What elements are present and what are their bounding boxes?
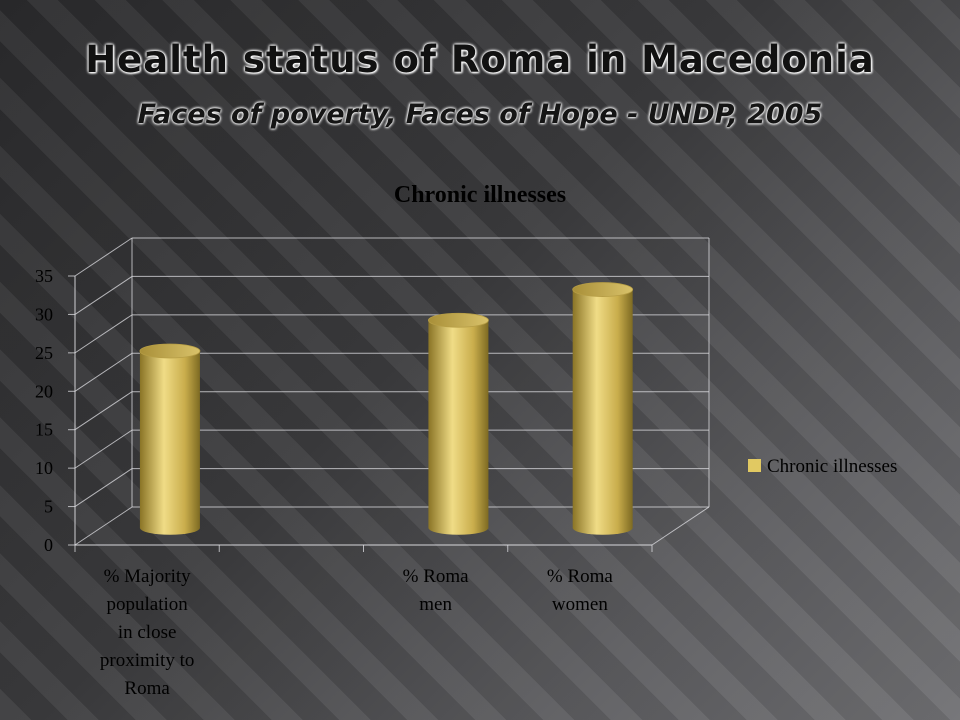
bar-body <box>572 289 633 535</box>
y-tick-label: 15 <box>35 420 53 440</box>
legend-swatch <box>748 459 761 472</box>
y-tick-label: 20 <box>35 381 53 401</box>
bar-cap <box>428 312 489 328</box>
floor-edge <box>651 506 710 546</box>
bar <box>139 343 201 535</box>
y-tick-label: 30 <box>35 304 53 324</box>
slide-subtitle: Faces of poverty, Faces of Hope - UNDP, … <box>137 99 823 130</box>
bars <box>139 282 634 535</box>
gridline-side <box>74 506 133 546</box>
slide-title: Health status of Roma in Macedonia <box>85 38 875 81</box>
x-tick-label: % Roma men <box>403 566 470 615</box>
chart-title: Chronic illnesses <box>394 182 566 208</box>
axes: 0 5 10 15 20 25 30 35 <box>35 266 653 555</box>
bar-cap <box>139 343 201 359</box>
x-tick-label: % Majority population in close proximity to… <box>100 566 194 699</box>
gridline-side <box>74 314 133 354</box>
legend: Chronic illnesses <box>748 456 897 477</box>
gridline-side <box>74 391 133 431</box>
gridline-side <box>74 429 133 469</box>
y-tick-label: 35 <box>35 266 53 286</box>
y-tick-label: 10 <box>35 458 53 478</box>
x-axis-labels: % Majority population in close proximity to… <box>100 566 614 699</box>
y-tick-label: 25 <box>35 343 53 363</box>
gridline-side <box>74 352 133 392</box>
bar <box>428 312 489 535</box>
bar-body <box>428 320 489 535</box>
legend-label: Chronic illnesses <box>767 456 897 477</box>
x-tick-label: % Roma women <box>547 566 614 615</box>
y-tick-label: 5 <box>44 497 53 517</box>
gridline-side <box>74 276 133 315</box>
gridline-side <box>74 468 133 507</box>
bar <box>572 282 634 535</box>
bar-body <box>139 351 200 535</box>
gridline-side <box>74 237 133 277</box>
y-tick-label: 0 <box>44 535 53 555</box>
bar-cap <box>572 282 634 297</box>
